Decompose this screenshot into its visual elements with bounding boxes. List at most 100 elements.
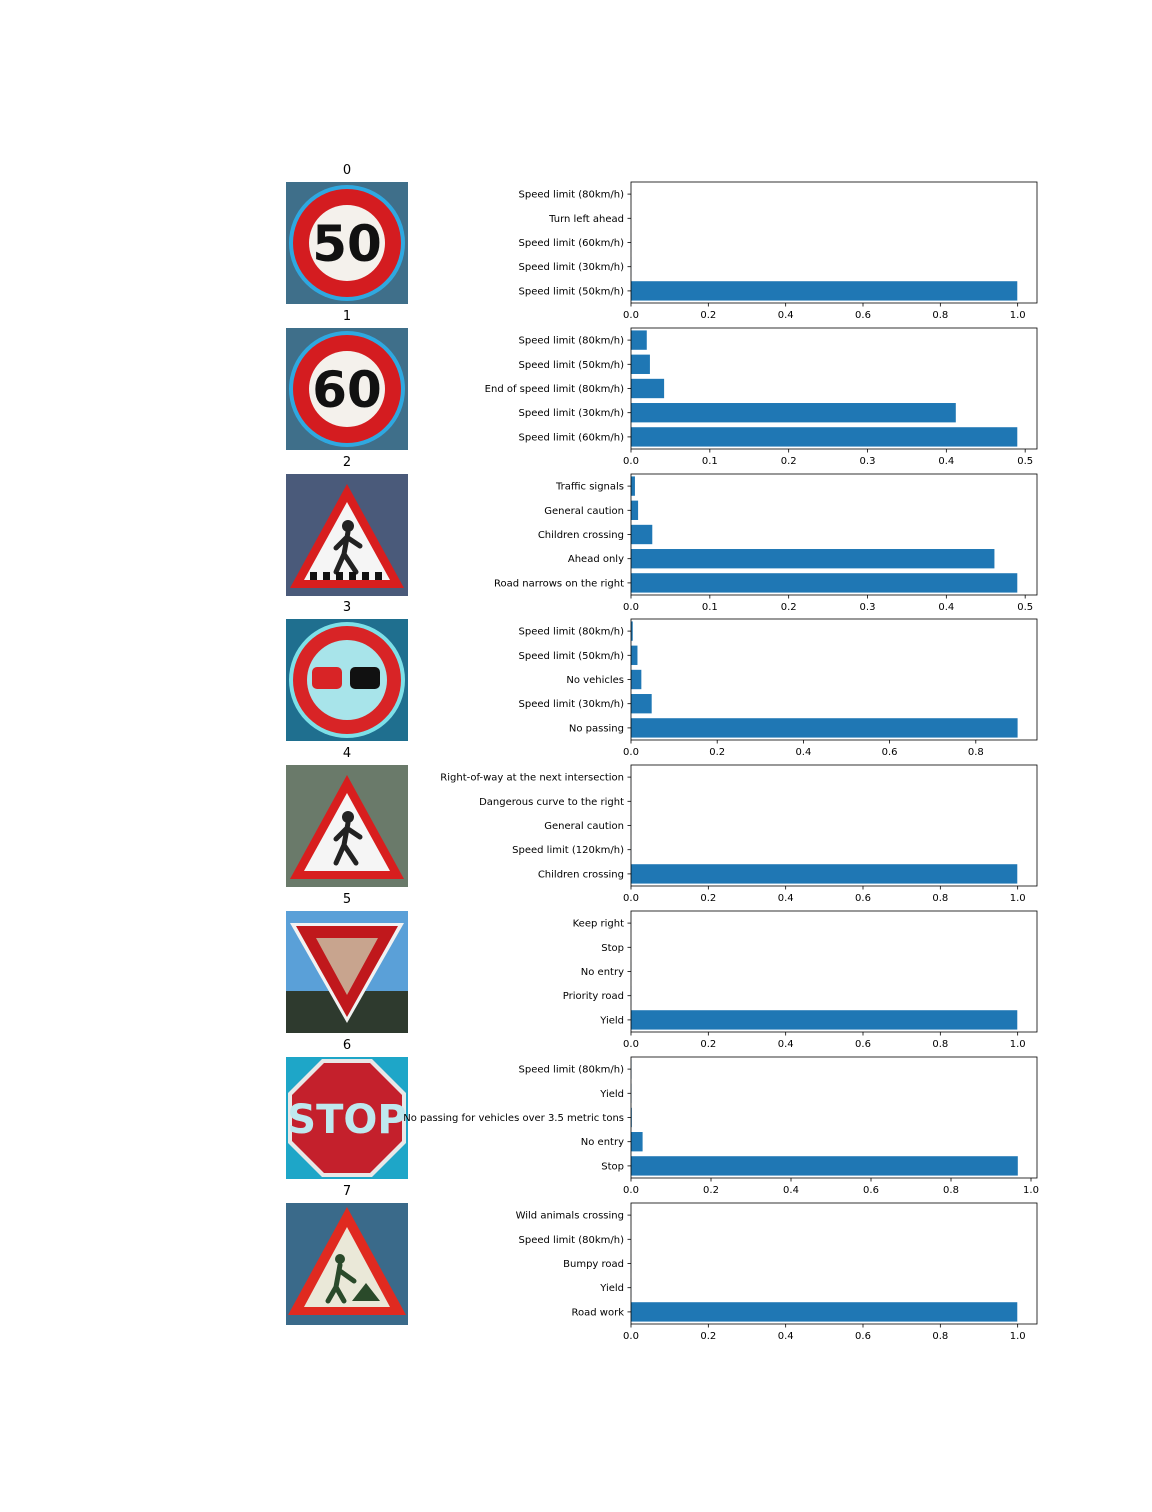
x-tick-label: 1.0 — [1010, 893, 1026, 904]
bar-chart: Road work Yield Bumpy road Speed limit (80k… — [516, 1202, 1038, 1342]
x-tick-label: 0.5 — [1017, 602, 1033, 613]
svg-text:STOP: STOP — [287, 1097, 406, 1143]
x-tick-label: 0.2 — [781, 456, 797, 467]
x-tick-label: 0.0 — [623, 893, 639, 904]
x-tick-label: 0.8 — [968, 747, 984, 758]
y-tick-label: Speed limit (60km/h) — [519, 432, 625, 443]
y-tick-label: Wild animals crossing — [516, 1210, 624, 1221]
x-tick-label: 0.2 — [781, 602, 797, 613]
bar — [631, 1301, 1018, 1322]
x-tick-label: 0.3 — [860, 456, 876, 467]
road-work-sign — [286, 1202, 408, 1325]
x-tick-label: 0.6 — [882, 747, 898, 758]
y-tick-label: Turn left ahead — [548, 214, 624, 225]
x-tick-label: 0.8 — [943, 1185, 959, 1196]
bar — [631, 646, 638, 666]
x-tick-label: 0.4 — [938, 456, 954, 467]
x-tick-label: 0.4 — [783, 1185, 799, 1196]
bar — [631, 354, 650, 374]
bar-chart: Speed limit (60km/h) Speed limit (30km/h)… — [485, 327, 1038, 467]
y-tick-label: Speed limit (30km/h) — [519, 700, 625, 711]
y-tick-label: Speed limit (30km/h) — [519, 262, 625, 273]
bar-chart: Children crossing Speed limit (120km/h) Ge… — [440, 764, 1038, 904]
speed-limit-sign: 60 — [286, 327, 408, 450]
y-tick-label: Speed limit (30km/h) — [519, 408, 625, 419]
y-tick-label: Speed limit (80km/h) — [519, 335, 625, 346]
y-tick-label: Traffic signals — [555, 481, 624, 492]
x-tick-label: 0.0 — [623, 1039, 639, 1050]
bar — [631, 1131, 643, 1152]
y-tick-label: No entry — [581, 967, 624, 978]
x-tick-label: 1.0 — [1010, 310, 1026, 321]
sign-title: 4 — [342, 746, 352, 762]
plot-frame — [630, 181, 1038, 304]
y-tick-label: Speed limit (50km/h) — [519, 360, 625, 371]
bar-chart: Road narrows on the right Ahead only Child… — [494, 473, 1038, 613]
sign-title: 5 — [342, 892, 352, 907]
y-tick-label: Children crossing — [538, 530, 624, 541]
yield-sign — [286, 911, 408, 1033]
svg-text:50: 50 — [312, 215, 382, 273]
x-tick-label: 0.6 — [855, 893, 871, 904]
x-tick-label: 0.2 — [700, 310, 716, 321]
y-tick-label: Yield — [599, 1015, 624, 1026]
y-tick-label: Speed limit (80km/h) — [519, 627, 625, 638]
x-tick-label: 0.4 — [778, 310, 794, 321]
y-tick-label: Speed limit (60km/h) — [519, 238, 625, 249]
x-tick-label: 0.2 — [700, 1331, 716, 1342]
x-tick-label: 1.0 — [1010, 1039, 1026, 1050]
x-tick-label: 0.3 — [860, 602, 876, 613]
y-tick-label: Ahead only — [568, 554, 624, 565]
x-tick-label: 0.2 — [709, 747, 725, 758]
sign-title: 0 — [342, 163, 352, 178]
x-tick-label: 0.8 — [932, 893, 948, 904]
x-tick-label: 0.4 — [778, 1039, 794, 1050]
y-tick-label: End of speed limit (80km/h) — [485, 384, 624, 395]
plot-frame — [630, 764, 1038, 887]
x-tick-label: 1.0 — [1023, 1185, 1039, 1196]
x-tick-label: 1.0 — [1010, 1331, 1026, 1342]
bar-chart: Speed limit (50km/h) Speed limit (30km/h)… — [519, 181, 1038, 321]
y-tick-label: No entry — [581, 1137, 624, 1148]
svg-text:60: 60 — [312, 361, 382, 419]
x-tick-label: 0.0 — [623, 310, 639, 321]
bar — [631, 718, 1018, 738]
pedestrian-crossing-sign — [286, 473, 408, 596]
bar — [631, 572, 1018, 593]
bar — [631, 402, 956, 423]
x-tick-label: 0.2 — [700, 1039, 716, 1050]
stop-sign: STOP — [286, 1056, 408, 1179]
x-tick-label: 0.0 — [623, 1185, 639, 1196]
sign-title: 7 — [342, 1183, 352, 1199]
x-tick-label: 0.6 — [863, 1185, 879, 1196]
bar — [631, 864, 1018, 884]
y-tick-label: General caution — [544, 505, 624, 516]
x-tick-label: 0.6 — [855, 1331, 871, 1342]
x-tick-label: 0.4 — [778, 1331, 794, 1342]
x-tick-label: 0.6 — [855, 310, 871, 321]
bar — [631, 1107, 632, 1127]
bar — [631, 1010, 1018, 1030]
sign-title: 2 — [342, 454, 352, 470]
y-tick-label: Stop — [601, 1161, 624, 1172]
no-passing-sign — [286, 619, 408, 742]
bar — [631, 378, 665, 398]
plot-frame — [630, 618, 1038, 741]
y-tick-label: No passing for vehicles over 3.5 metric … — [403, 1113, 624, 1124]
bar — [631, 670, 642, 690]
x-tick-label: 0.8 — [932, 1331, 948, 1342]
bar — [631, 524, 653, 544]
plot-frame — [630, 1056, 1038, 1179]
x-tick-label: 0.6 — [855, 1039, 871, 1050]
y-tick-label: Road work — [572, 1307, 625, 1318]
x-tick-label: 0.2 — [703, 1185, 719, 1196]
bar — [631, 476, 635, 496]
y-tick-label: Speed limit (120km/h) — [512, 845, 624, 856]
plot-frame — [630, 473, 1038, 595]
y-tick-label: Children crossing — [538, 870, 624, 881]
y-tick-label: Road narrows on the right — [494, 578, 624, 589]
plot-frame — [630, 1202, 1038, 1324]
y-tick-label: Speed limit (50km/h) — [519, 651, 625, 662]
bar — [631, 500, 639, 520]
